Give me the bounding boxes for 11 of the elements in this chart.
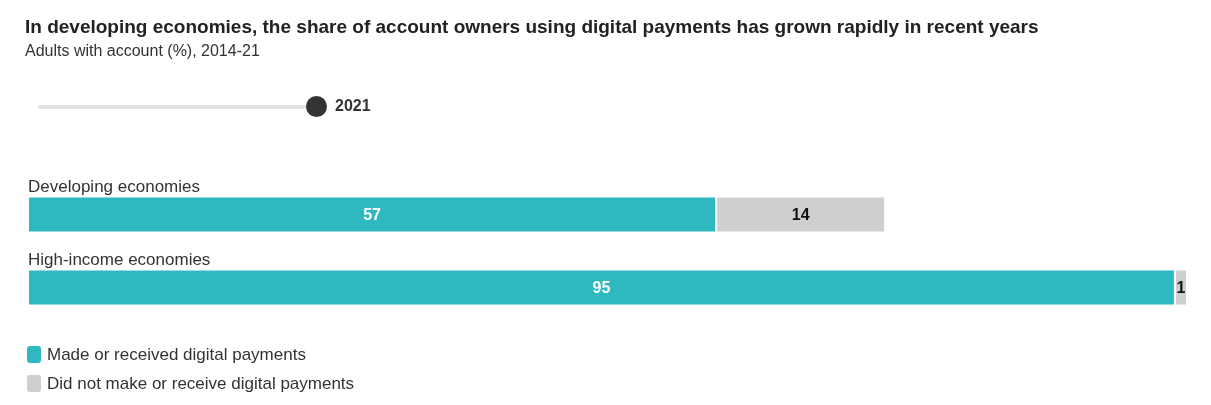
y-tick-label: High-income economies — [28, 249, 211, 269]
chart-title: In developing economies, the share of account owners using digital payments has grown rapidly in recent years — [25, 16, 1039, 37]
y-tick-label: Developing economies — [28, 176, 200, 196]
data-label: 14 — [791, 206, 810, 223]
data-label: 57 — [363, 206, 382, 223]
data-label: 1 — [1176, 279, 1186, 296]
legend-label: Made or received digital payments — [47, 345, 306, 364]
chart-subtitle: Adults with account (%), 2014-21 — [25, 41, 260, 59]
data-label: 95 — [592, 279, 611, 296]
text: 2021 — [335, 97, 371, 115]
legend-label: Did not make or receive digital payments — [47, 374, 355, 393]
